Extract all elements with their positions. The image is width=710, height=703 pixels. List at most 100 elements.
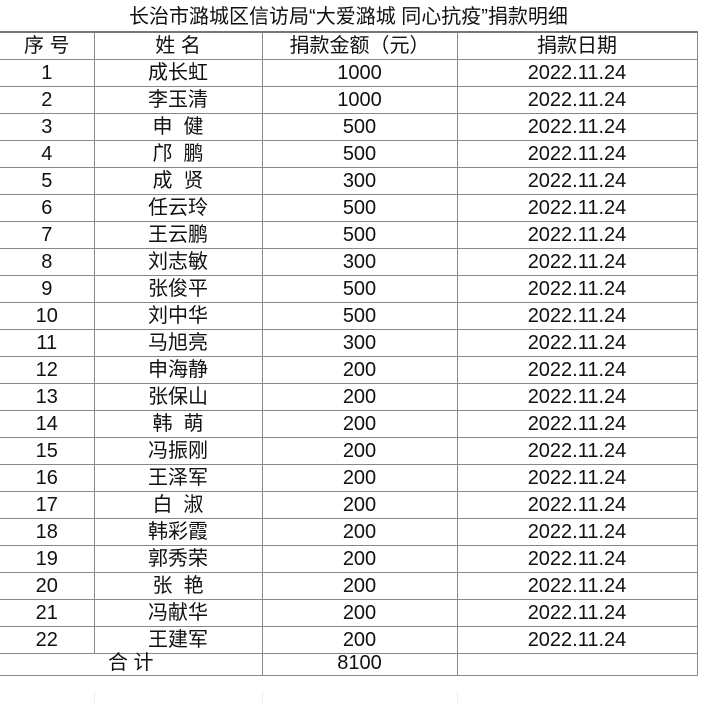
- gridline: [94, 692, 95, 703]
- cell-index: 14: [0, 410, 95, 438]
- table-row: 10 刘中华 500 2022.11.24: [0, 302, 698, 330]
- cell-amount: 500: [261, 113, 458, 141]
- cell-name: 张保山: [93, 383, 263, 411]
- cell-amount: 300: [261, 167, 458, 195]
- table-row: 15 冯振刚 200 2022.11.24: [0, 437, 698, 465]
- cell-index: 11: [0, 329, 95, 357]
- cell-name: 刘志敏: [93, 248, 263, 276]
- cell-index: 1: [0, 59, 95, 87]
- cell-date: 2022.11.24: [456, 518, 698, 546]
- cell-index: 22: [0, 626, 95, 654]
- cell-index: 3: [0, 113, 95, 141]
- table-row: 17 白 淑 200 2022.11.24: [0, 491, 698, 519]
- header-index: 序 号: [0, 31, 95, 60]
- cell-index: 9: [0, 275, 95, 303]
- cell-amount: 200: [261, 518, 458, 546]
- cell-date: 2022.11.24: [456, 248, 698, 276]
- cell-date: 2022.11.24: [456, 302, 698, 330]
- cell-date: 2022.11.24: [456, 59, 698, 87]
- table-row: 16 王泽军 200 2022.11.24: [0, 464, 698, 492]
- cell-date: 2022.11.24: [456, 491, 698, 519]
- cell-index: 4: [0, 140, 95, 168]
- cell-index: 7: [0, 221, 95, 249]
- cell-amount: 300: [261, 329, 458, 357]
- cell-index: 5: [0, 167, 95, 195]
- total-amount: 8100: [261, 653, 458, 676]
- cell-index: 15: [0, 437, 95, 465]
- cell-name: 刘中华: [93, 302, 263, 330]
- cell-name: 成长虹: [93, 59, 263, 87]
- cell-date: 2022.11.24: [456, 221, 698, 249]
- cell-amount: 500: [261, 194, 458, 222]
- table-row: 13 张保山 200 2022.11.24: [0, 383, 698, 411]
- cell-name: 王建军: [93, 626, 263, 654]
- cell-name: 韩 萌: [93, 410, 263, 438]
- table-row: 6 任云玲 500 2022.11.24: [0, 194, 698, 222]
- cell-index: 2: [0, 86, 95, 114]
- cell-amount: 200: [261, 626, 458, 654]
- table-row: 11 马旭亮 300 2022.11.24: [0, 329, 698, 357]
- cell-amount: 200: [261, 437, 458, 465]
- cell-amount: 200: [261, 572, 458, 600]
- cell-name: 郭秀荣: [93, 545, 263, 573]
- cell-date: 2022.11.24: [456, 410, 698, 438]
- cell-amount: 200: [261, 356, 458, 384]
- cell-name: 白 淑: [93, 491, 263, 519]
- cell-amount: 200: [261, 599, 458, 627]
- cell-date: 2022.11.24: [456, 86, 698, 114]
- cell-name: 申海静: [93, 356, 263, 384]
- cell-name: 王泽军: [93, 464, 263, 492]
- total-row: 合 计 8100: [0, 653, 698, 676]
- gridline: [457, 692, 458, 703]
- table-row: 14 韩 萌 200 2022.11.24: [0, 410, 698, 438]
- cell-date: 2022.11.24: [456, 572, 698, 600]
- total-label: 合 计: [0, 653, 263, 676]
- table-row: 22 王建军 200 2022.11.24: [0, 626, 698, 654]
- cell-date: 2022.11.24: [456, 140, 698, 168]
- cell-index: 19: [0, 545, 95, 573]
- donation-table: 序 号 姓 名 捐款金额（元） 捐款日期 1 成长虹 1000 2022.11.24 2…: [0, 31, 698, 676]
- header-name: 姓 名: [93, 31, 263, 60]
- cell-amount: 200: [261, 491, 458, 519]
- cell-date: 2022.11.24: [456, 383, 698, 411]
- cell-name: 冯献华: [93, 599, 263, 627]
- cell-amount: 300: [261, 248, 458, 276]
- cell-index: 13: [0, 383, 95, 411]
- cell-index: 18: [0, 518, 95, 546]
- table-row: 7 王云鹏 500 2022.11.24: [0, 221, 698, 249]
- cell-name: 韩彩霞: [93, 518, 263, 546]
- cell-name: 王云鹏: [93, 221, 263, 249]
- cell-date: 2022.11.24: [456, 437, 698, 465]
- cell-amount: 500: [261, 275, 458, 303]
- cell-name: 冯振刚: [93, 437, 263, 465]
- table-row: 8 刘志敏 300 2022.11.24: [0, 248, 698, 276]
- cell-name: 李玉清: [93, 86, 263, 114]
- total-date: [456, 653, 698, 676]
- cell-index: 8: [0, 248, 95, 276]
- table-row: 12 申海静 200 2022.11.24: [0, 356, 698, 384]
- table-row: 21 冯献华 200 2022.11.24: [0, 599, 698, 627]
- cell-index: 10: [0, 302, 95, 330]
- cell-date: 2022.11.24: [456, 599, 698, 627]
- gridline: [262, 692, 263, 703]
- cell-date: 2022.11.24: [456, 167, 698, 195]
- cell-index: 6: [0, 194, 95, 222]
- table-row: 1 成长虹 1000 2022.11.24: [0, 59, 698, 87]
- cell-amount: 500: [261, 302, 458, 330]
- cell-index: 21: [0, 599, 95, 627]
- cell-date: 2022.11.24: [456, 113, 698, 141]
- header-date: 捐款日期: [456, 31, 698, 60]
- sheet-title: 长治市潞城区信访局“大爱潞城 同心抗疫”捐款明细: [129, 6, 568, 28]
- cell-date: 2022.11.24: [456, 626, 698, 654]
- cell-name: 申 健: [93, 113, 263, 141]
- cell-amount: 200: [261, 464, 458, 492]
- cell-date: 2022.11.24: [456, 356, 698, 384]
- cell-date: 2022.11.24: [456, 464, 698, 492]
- cell-index: 20: [0, 572, 95, 600]
- cell-name: 任云玲: [93, 194, 263, 222]
- cell-amount: 200: [261, 410, 458, 438]
- table-row: 2 李玉清 1000 2022.11.24: [0, 86, 698, 114]
